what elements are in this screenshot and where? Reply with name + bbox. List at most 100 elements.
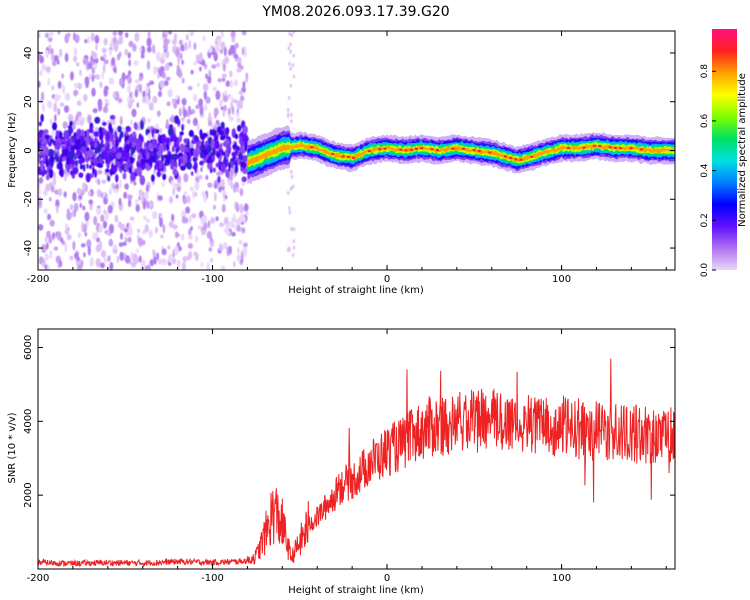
noise-speckle <box>234 42 239 49</box>
noise-speckle <box>237 246 240 255</box>
noise-speckle <box>180 44 185 52</box>
noise-speckle <box>44 264 48 270</box>
noise-speckle <box>245 72 249 79</box>
noise-speckle <box>52 232 56 240</box>
noise-speckle <box>117 97 123 104</box>
noise-speckle <box>100 214 105 223</box>
noise-speckle <box>220 41 226 50</box>
noise-speckle <box>229 222 236 229</box>
noise-speckle <box>211 64 217 69</box>
noise-speckle <box>64 242 68 253</box>
signal-peak <box>352 156 356 159</box>
noise-speckle <box>95 257 101 268</box>
noise-band-blob <box>54 135 59 141</box>
noise-speckle <box>146 46 152 53</box>
noise-band-blob <box>201 139 205 147</box>
noise-speckle <box>119 115 123 126</box>
noise-speckle <box>142 90 146 98</box>
noise-speckle <box>167 88 173 98</box>
x-tick-label: -200 <box>27 573 50 584</box>
noise-speckle <box>72 192 77 202</box>
noise-speckle <box>167 253 173 263</box>
noise-band-blob <box>226 142 231 152</box>
signal-peak <box>608 146 612 149</box>
noise-speckle <box>100 191 104 199</box>
noise-speckle <box>75 114 79 122</box>
x-tick-label: 0 <box>384 573 390 584</box>
noise-band-blob <box>135 138 141 148</box>
noise-speckle <box>107 255 111 262</box>
noise-speckle <box>174 231 179 239</box>
noise-speckle <box>41 102 46 113</box>
noise-speckle <box>129 216 135 221</box>
noise-band-blob <box>225 140 231 145</box>
noise-speckle <box>109 261 114 270</box>
noise-speckle <box>112 91 117 99</box>
noise-band-blob <box>225 156 229 167</box>
noise-speckle <box>72 125 76 130</box>
noise-speckle <box>40 91 45 102</box>
noise-speckle <box>239 188 244 197</box>
noise-speckle <box>103 192 106 198</box>
noise-band-blob <box>210 131 217 136</box>
noise-speckle <box>126 236 132 243</box>
signal-peak <box>383 147 387 150</box>
noise-speckle <box>111 118 116 126</box>
noise-speckle <box>224 89 228 97</box>
noise-speckle <box>229 79 233 89</box>
snr-frame <box>37 328 676 570</box>
noise-band-blob <box>41 172 45 177</box>
noise-speckle <box>230 31 236 39</box>
top-x-axis-label: Height of straight line (km) <box>288 285 424 296</box>
noise-speckle <box>140 53 145 59</box>
noise-speckle <box>135 199 138 205</box>
noise-speckle <box>64 33 70 44</box>
signal-peak <box>566 147 570 150</box>
noise-speckle <box>181 215 187 224</box>
noise-speckle <box>74 34 80 44</box>
noise-speckle <box>134 79 140 84</box>
noise-speckle <box>103 209 106 214</box>
noise-speckle <box>162 31 168 35</box>
noise-speckle <box>53 55 59 62</box>
noise-speckle <box>147 118 152 123</box>
noise-speckle <box>213 183 218 189</box>
noise-band-blob <box>41 140 45 145</box>
noise-speckle <box>207 117 213 122</box>
noise-band-blob <box>85 172 91 183</box>
snr-panel: -200 -100 0 100 2000 4000 6000 Height of stra… <box>7 328 676 596</box>
noise-speckle <box>111 57 116 67</box>
noise-speckle <box>113 244 117 250</box>
noise-band-blob <box>60 138 66 143</box>
noise-speckle <box>102 220 108 229</box>
noise-speckle <box>169 196 173 204</box>
noise-speckle <box>46 100 53 109</box>
noise-speckle <box>47 77 51 86</box>
noise-speckle <box>172 224 178 230</box>
noise-speckle <box>151 210 158 220</box>
noise-band-blob <box>193 134 198 142</box>
noise-speckle <box>218 186 222 193</box>
noise-band-blob <box>218 130 225 136</box>
noise-speckle <box>287 246 291 251</box>
noise-speckle <box>287 112 290 117</box>
noise-band-blob <box>79 135 85 144</box>
noise-speckle <box>152 95 158 104</box>
noise-speckle <box>105 193 108 201</box>
noise-band-blob <box>94 169 98 178</box>
noise-band-blob <box>80 146 87 153</box>
noise-speckle <box>228 116 234 122</box>
noise-speckle <box>84 39 88 44</box>
noise-speckle <box>64 172 67 182</box>
noise-band-blob <box>170 159 175 168</box>
noise-speckle <box>289 186 293 191</box>
noise-speckle <box>188 40 192 50</box>
noise-speckle <box>100 250 107 258</box>
noise-speckle <box>48 197 52 202</box>
noise-band-blob <box>48 168 54 179</box>
signal-peak <box>619 147 623 150</box>
noise-speckle <box>84 232 88 237</box>
noise-band-blob <box>244 141 248 152</box>
noise-speckle <box>187 243 193 249</box>
